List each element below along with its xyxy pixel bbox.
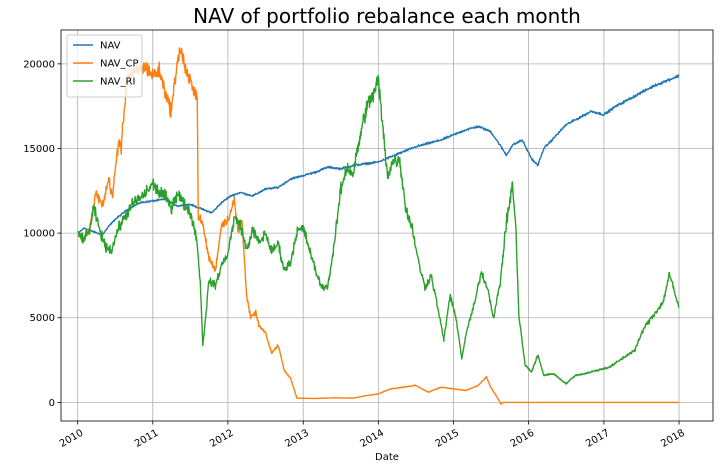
y-tick-label-20000: 20000 (23, 59, 55, 70)
x-tick-label-2014: 2014 (359, 428, 387, 450)
axes-frame (60, 29, 714, 422)
y-tick-label-0: 0 (49, 398, 55, 409)
x-tick-label-2017: 2017 (584, 428, 612, 450)
series-line-nav-ri (77, 75, 680, 385)
x-tick-label-2013: 2013 (283, 428, 311, 450)
chart-title: NAV of portfolio rebalance each month (193, 4, 581, 28)
legend-label-nav-cp: NAV_CP (100, 59, 139, 70)
x-tick-label-2011: 2011 (133, 428, 161, 450)
series-layer (77, 47, 680, 405)
x-tick-label-2010: 2010 (58, 428, 86, 450)
series-line-nav-cp (77, 47, 680, 405)
x-tick-label-2015: 2015 (434, 428, 462, 450)
legend-label-nav: NAV (100, 41, 121, 52)
tick-layer: 2010 2011 2012 2013 2014 2015 2016 2017 2018 0 500… (23, 59, 687, 450)
series-line-nav (77, 74, 680, 236)
x-tick-label-2018: 2018 (659, 428, 687, 450)
x-tick-label-2012: 2012 (208, 428, 236, 450)
x-axis-label: Date (375, 452, 399, 463)
legend: NAV NAV_CP NAV_RI (66, 34, 143, 98)
y-tick-label-10000: 10000 (23, 229, 55, 240)
x-tick-label-2016: 2016 (509, 428, 537, 450)
y-tick-label-5000: 5000 (30, 313, 55, 324)
y-tick-label-15000: 15000 (23, 144, 55, 155)
legend-label-nav-ri: NAV_RI (100, 77, 135, 88)
